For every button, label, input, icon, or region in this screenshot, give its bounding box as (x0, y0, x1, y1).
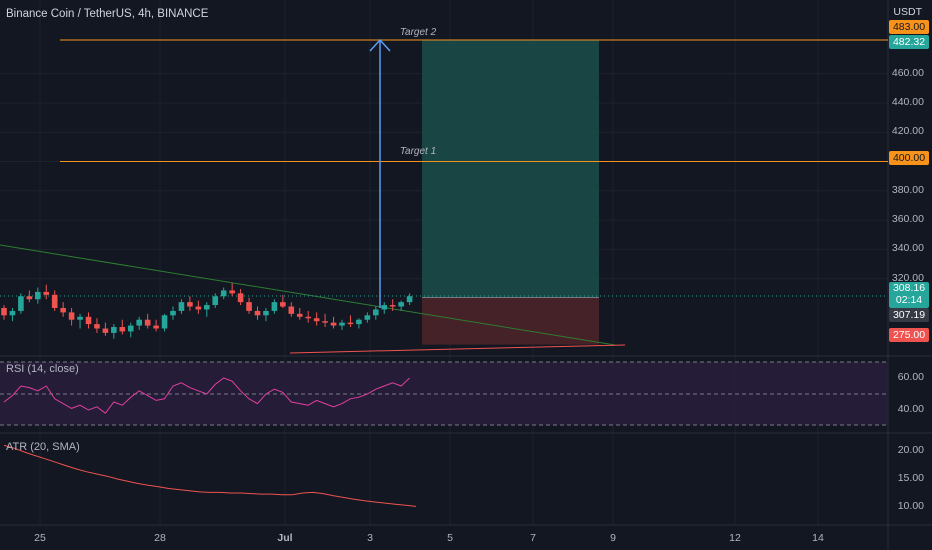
rsi-tick-label: 40.00 (897, 403, 924, 415)
time-tick-label: 5 (447, 532, 453, 544)
candle-body (9, 310, 16, 316)
candle-body (51, 294, 58, 308)
price-tick-label: 420.00 (891, 125, 924, 138)
target1-price-badge: 400.00 (889, 151, 929, 165)
candle-body (1, 308, 7, 316)
candle-body (85, 316, 92, 325)
candle-body (119, 327, 126, 332)
candle-body (68, 312, 75, 320)
time-tick-label: 3 (367, 532, 373, 544)
candle-body (136, 319, 142, 326)
atr-tick-label: 20.00 (897, 444, 924, 456)
candle-body (288, 306, 295, 314)
candle-body (229, 290, 235, 294)
time-tick-label: 9 (610, 532, 616, 544)
support-trendline (289, 344, 626, 354)
candle-body (195, 306, 202, 310)
candle-body (398, 302, 404, 307)
candle-body (373, 309, 379, 316)
rsi-indicator-label[interactable]: RSI (14, close) (6, 363, 79, 375)
candle-body (330, 322, 337, 326)
candle-body (127, 325, 134, 332)
target-arrow-head (369, 38, 391, 52)
candle-body (94, 324, 100, 329)
symbol-title: Binance Coin / TetherUS, 4h, BINANCE (6, 8, 209, 20)
time-tick-label: Jul (277, 532, 293, 544)
time-tick-label: 14 (812, 532, 824, 544)
profit-zone (422, 40, 599, 298)
time-tick-label: 12 (729, 532, 741, 544)
candle-body (26, 296, 33, 300)
price-tick-label: 380.00 (891, 183, 924, 196)
previous-close-badge: 307.19 (889, 308, 929, 322)
time-tick-label: 7 (530, 532, 536, 544)
rsi-line (3, 377, 410, 414)
candle-body (187, 302, 193, 307)
last-price-badge: 308.16 02:14 (889, 282, 929, 308)
candle-body (364, 315, 371, 320)
candle-body (35, 291, 41, 300)
currency-label: USDT (893, 6, 922, 18)
candle-body (102, 328, 109, 333)
candle-body (313, 318, 320, 322)
candle-body (178, 302, 185, 311)
candle-body (381, 305, 388, 310)
price-tick-label: 360.00 (891, 213, 924, 226)
last-price-value: 308.16 (892, 282, 926, 294)
target2-marker-badge: 482.32 (889, 35, 929, 49)
target1-label: Target 1 (399, 146, 437, 157)
time-tick-label: 28 (154, 532, 166, 544)
descending-trendline (0, 244, 616, 346)
target2-label: Target 2 (399, 27, 437, 38)
candle-body (263, 310, 269, 316)
time-tick-label: 25 (34, 532, 46, 544)
candle-body (60, 308, 66, 313)
atr-tick-label: 10.00 (897, 500, 924, 512)
candle-body (305, 316, 311, 319)
atr-indicator-label[interactable]: ATR (20, SMA) (6, 441, 80, 453)
candle-body (220, 290, 227, 297)
candle-body (18, 296, 24, 311)
bar-countdown: 02:14 (895, 294, 923, 306)
candle-body (144, 319, 151, 326)
price-tick-label: 340.00 (891, 242, 924, 255)
candle-body (322, 321, 328, 323)
price-tick-label: 460.00 (891, 66, 924, 79)
candle-body (271, 302, 278, 311)
atr-tick-label: 15.00 (897, 472, 924, 484)
candle-body (77, 316, 83, 320)
candle-body (296, 313, 303, 317)
candle-body (246, 302, 252, 311)
candle-body (356, 319, 362, 325)
candle-body (347, 322, 354, 325)
candle-body (170, 310, 176, 316)
candle-body (212, 296, 219, 306)
candle-body (280, 302, 286, 307)
candle-body (43, 291, 50, 295)
candle-body (339, 322, 345, 326)
rsi-tick-label: 60.00 (897, 371, 924, 383)
candle-body (406, 296, 413, 303)
atr-line (3, 444, 417, 507)
candle-body (237, 293, 244, 303)
candle-body (161, 315, 168, 329)
price-tick-label: 320.00 (891, 271, 924, 284)
candle-body (204, 305, 210, 310)
candle-body (111, 327, 117, 333)
target2-price-badge: 483.00 (889, 20, 929, 34)
stop-loss-badge: 275.00 (889, 328, 929, 342)
candle-body (254, 310, 261, 316)
price-tick-label: 440.00 (891, 95, 924, 108)
loss-zone (422, 297, 599, 345)
candle-body (153, 325, 159, 329)
candle-body (389, 305, 396, 307)
